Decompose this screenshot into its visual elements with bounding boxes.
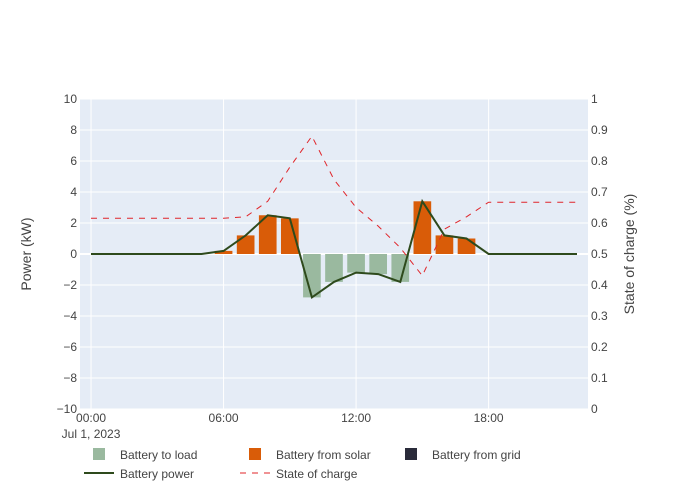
y2-tick-label: 0.4 xyxy=(591,278,608,292)
bar-battery-from-solar[interactable] xyxy=(435,235,454,254)
y-tick-label: 2 xyxy=(70,216,77,230)
y2-tick-label: 0 xyxy=(591,402,598,416)
bar-battery-to-load[interactable] xyxy=(347,254,365,273)
y-tick-label: 0 xyxy=(70,247,77,261)
legend-label: State of charge xyxy=(276,467,358,481)
y2-tick-label: 0.6 xyxy=(591,216,608,230)
bar-battery-to-load[interactable] xyxy=(369,254,388,275)
legend-label: Battery power xyxy=(120,467,194,481)
bar-layer xyxy=(214,201,476,298)
y2-tick-label: 0.9 xyxy=(591,123,608,137)
y-tick-label: −2 xyxy=(63,278,77,292)
y-tick-label: −8 xyxy=(63,371,77,385)
line-layer xyxy=(91,135,577,300)
legend-swatch xyxy=(249,448,261,460)
bar-battery-to-load[interactable] xyxy=(391,254,410,282)
y2-tick-label: 0.7 xyxy=(591,185,608,199)
bar-battery-from-solar[interactable] xyxy=(457,238,476,255)
y2-axis-ticks: 0 0.1 0.2 0.3 0.4 0.5 0.6 0.7 0.8 0.9 1 xyxy=(591,92,608,416)
line-battery-power[interactable] xyxy=(91,198,577,300)
y-tick-label: 4 xyxy=(70,185,77,199)
y2-tick-label: 0.1 xyxy=(591,371,608,385)
legend-swatch xyxy=(93,448,105,460)
bar-battery-to-load[interactable] xyxy=(325,254,343,282)
legend-swatch xyxy=(405,448,417,460)
y-tick-label: −4 xyxy=(63,309,77,323)
y-tick-label: 8 xyxy=(70,123,77,137)
legend-label: Battery from grid xyxy=(432,448,521,462)
y2-tick-label: 0.3 xyxy=(591,309,608,323)
y-tick-label: 6 xyxy=(70,154,77,168)
x-tick-label: 00:00 xyxy=(76,411,106,425)
y2-tick-label: 0.5 xyxy=(591,247,608,261)
y2-tick-label: 0.2 xyxy=(591,340,608,354)
bar-battery-from-solar[interactable] xyxy=(258,215,277,254)
bar-battery-from-solar[interactable] xyxy=(280,218,299,254)
x-axis-ticks: 00:00 06:00 12:00 18:00 xyxy=(76,411,504,425)
y2-axis-title: State of charge (%) xyxy=(621,194,637,315)
legend-label: Battery to load xyxy=(120,448,197,462)
y-axis-title: Power (kW) xyxy=(18,217,34,290)
y-tick-label: 10 xyxy=(64,92,78,106)
bar-battery-from-solar[interactable] xyxy=(236,235,255,254)
y-tick-label: −10 xyxy=(57,402,78,416)
y2-tick-label: 0.8 xyxy=(591,154,608,168)
legend-item-battery-to-load[interactable]: Battery to load xyxy=(93,448,197,462)
legend-label: Battery from solar xyxy=(276,448,371,462)
bar-battery-to-load[interactable] xyxy=(303,254,321,298)
x-tick-label: 18:00 xyxy=(474,411,504,425)
x-tick-label: 06:00 xyxy=(209,411,239,425)
x-tick-label: 12:00 xyxy=(341,411,371,425)
y-tick-label: −6 xyxy=(63,340,77,354)
bar-battery-from-solar[interactable] xyxy=(214,250,233,254)
legend-item-state-of-charge[interactable]: State of charge xyxy=(240,467,358,481)
legend[interactable]: Battery to load Battery from solar Battery… xyxy=(84,448,521,481)
y-axis-ticks: −10 −8 −6 −4 −2 0 2 4 6 8 10 xyxy=(57,92,78,416)
y2-tick-label: 1 xyxy=(591,92,598,106)
legend-item-battery-from-grid[interactable]: Battery from grid xyxy=(405,448,521,462)
legend-item-battery-power[interactable]: Battery power xyxy=(84,467,194,481)
x-date-label: Jul 1, 2023 xyxy=(62,427,121,441)
legend-item-battery-from-solar[interactable]: Battery from solar xyxy=(249,448,371,462)
